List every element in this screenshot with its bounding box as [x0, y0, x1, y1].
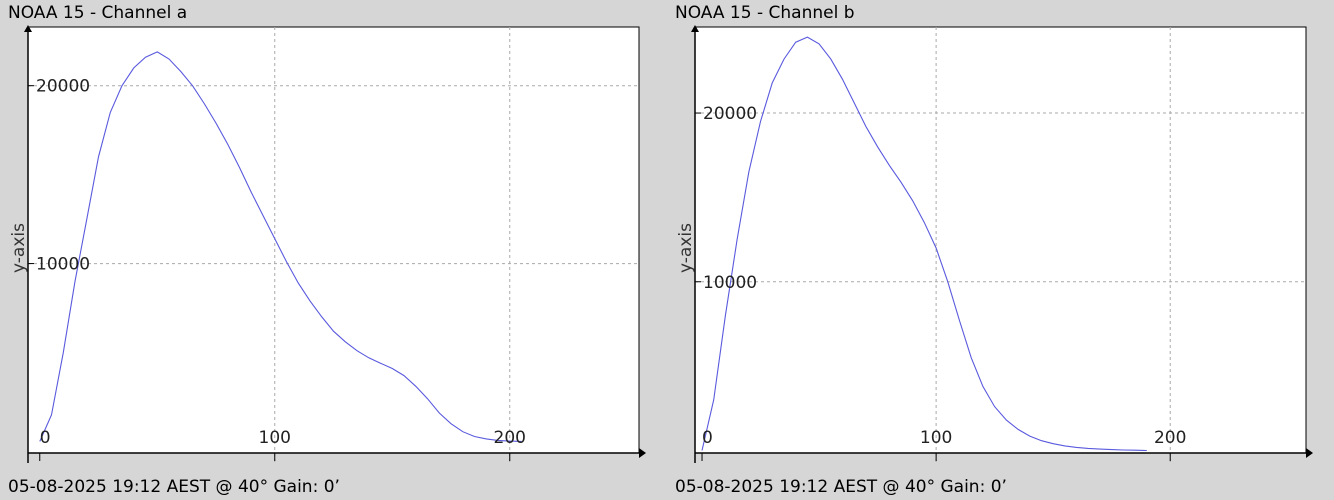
chart-panel-a: 0 100 200 10000 20000 y-axis NOAA 15 - Channe… [8, 3, 646, 497]
data-series-line [701, 36, 1147, 452]
chart-title: NOAA 15 - Channel b [675, 3, 855, 23]
status-footer: 05-08-2025 19:12 AEST @ 40° Gain: 0’ [8, 477, 340, 497]
x-axis-arrow [1306, 448, 1313, 458]
y-axis-label: y-axis [676, 223, 696, 273]
chart-b: 0 100 200 10000 20000 y-axis [676, 25, 1313, 463]
y-axis-label: y-axis [9, 223, 29, 273]
status-footer: 05-08-2025 19:12 AEST @ 40° Gain: 0’ [675, 477, 1007, 497]
chart-title: NOAA 15 - Channel a [8, 3, 188, 23]
x-tick-label: 0 [40, 428, 51, 448]
x-tick-label: 0 [702, 428, 713, 448]
x-tick-label: 200 [1154, 428, 1186, 448]
plot-area [694, 26, 1307, 454]
x-tick-label: 100 [920, 428, 952, 448]
x-axis-arrow [639, 448, 646, 458]
plot-area [27, 26, 640, 454]
y-axis-arrow [24, 25, 32, 32]
data-series-line [39, 51, 522, 442]
y-tick-label: 20000 [703, 104, 757, 124]
chart-a: 0 100 200 10000 20000 y-axis [9, 25, 646, 463]
y-axis-arrow [691, 25, 699, 32]
y-tick-label: 20000 [36, 77, 90, 97]
x-tick-label: 200 [494, 428, 526, 448]
y-tick-label: 10000 [703, 273, 757, 293]
y-tick-label: 10000 [36, 255, 90, 275]
chart-panel-b: 0 100 200 10000 20000 y-axis NOAA 15 - Channe… [667, 0, 1334, 500]
x-tick-label: 100 [259, 428, 291, 448]
